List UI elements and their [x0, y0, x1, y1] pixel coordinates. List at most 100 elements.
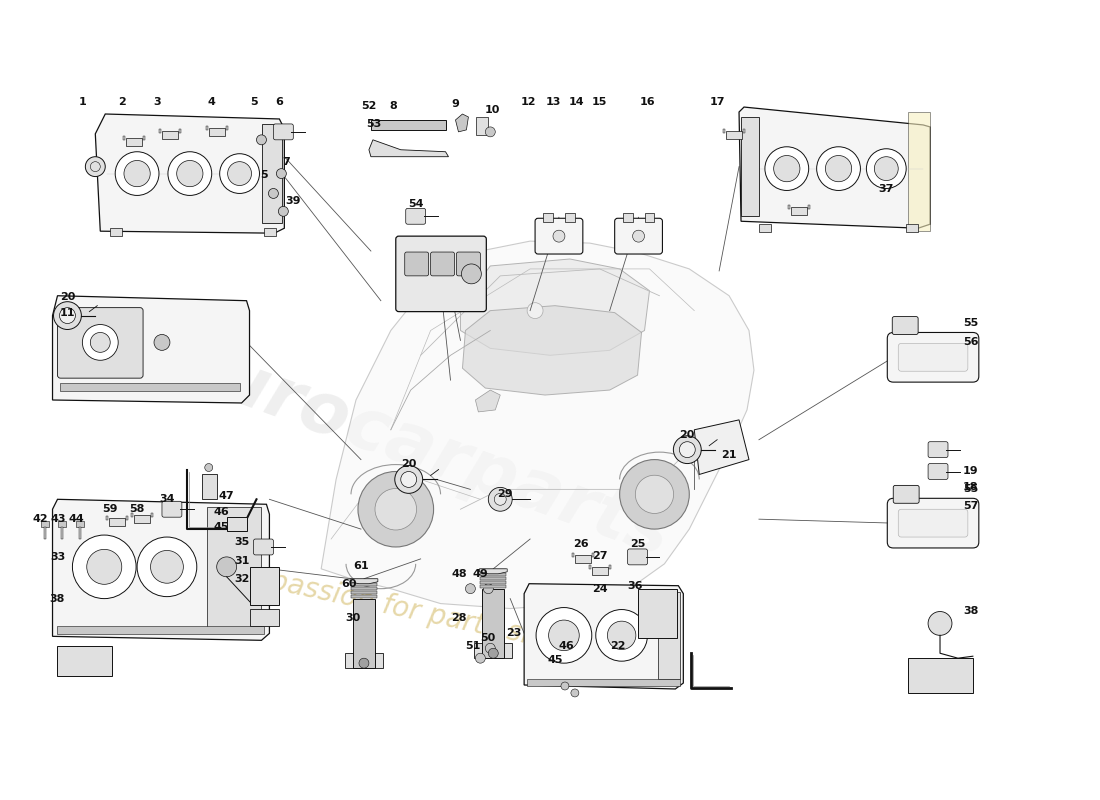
Circle shape [764, 146, 808, 190]
Bar [123, 136, 125, 140]
Text: 55: 55 [964, 484, 979, 494]
Bar [481, 577, 506, 580]
Text: 20: 20 [680, 430, 695, 440]
Text: 53: 53 [366, 119, 382, 129]
Text: 38: 38 [50, 594, 65, 604]
FancyBboxPatch shape [396, 236, 486, 312]
FancyBboxPatch shape [253, 539, 274, 555]
FancyBboxPatch shape [928, 463, 948, 479]
Circle shape [571, 689, 579, 697]
Text: 17: 17 [710, 97, 725, 107]
Circle shape [536, 607, 592, 663]
Polygon shape [368, 140, 449, 157]
Circle shape [87, 550, 122, 584]
Bar [107, 516, 108, 520]
Text: 50: 50 [480, 634, 495, 643]
Bar [788, 206, 790, 210]
Circle shape [138, 537, 197, 597]
Text: 19: 19 [964, 466, 979, 477]
Circle shape [561, 682, 569, 690]
Circle shape [86, 157, 106, 177]
Circle shape [619, 459, 690, 529]
Bar [250, 609, 279, 626]
Bar [351, 594, 377, 598]
Bar [160, 129, 161, 133]
Text: 15: 15 [592, 97, 607, 107]
Circle shape [773, 155, 800, 182]
Text: 35: 35 [234, 537, 250, 547]
Text: 31: 31 [234, 556, 250, 566]
Polygon shape [350, 578, 378, 584]
Text: 61: 61 [353, 561, 369, 571]
Text: 59: 59 [102, 504, 118, 514]
Text: 45: 45 [213, 522, 230, 532]
Circle shape [268, 189, 278, 198]
Bar [527, 679, 680, 686]
Text: 34: 34 [160, 494, 175, 504]
Text: 36: 36 [627, 581, 642, 590]
Circle shape [867, 149, 906, 189]
Circle shape [928, 611, 952, 635]
Polygon shape [739, 107, 931, 228]
Bar [44, 527, 45, 539]
Text: 11: 11 [59, 308, 75, 318]
Text: 10: 10 [485, 105, 501, 115]
Bar [742, 129, 745, 133]
Polygon shape [321, 241, 754, 609]
Circle shape [494, 494, 506, 506]
Bar [481, 573, 506, 576]
Bar [474, 643, 513, 658]
Bar [623, 214, 632, 222]
Circle shape [488, 648, 498, 658]
Bar [201, 474, 217, 499]
Bar [791, 207, 806, 215]
Text: 6: 6 [275, 97, 284, 107]
Text: 27: 27 [592, 551, 607, 561]
Circle shape [527, 302, 543, 318]
Text: 23: 23 [506, 628, 521, 638]
Bar [209, 128, 224, 136]
Bar [109, 518, 125, 526]
FancyBboxPatch shape [535, 218, 583, 254]
Text: eurocarparts: eurocarparts [162, 327, 680, 572]
Bar [179, 129, 180, 133]
Circle shape [465, 584, 475, 594]
Text: 55: 55 [964, 318, 979, 327]
Circle shape [124, 161, 151, 186]
FancyBboxPatch shape [888, 333, 979, 382]
Bar [906, 224, 918, 232]
FancyBboxPatch shape [406, 208, 426, 224]
Bar [476, 117, 488, 135]
Text: 14: 14 [569, 97, 585, 107]
Text: 25: 25 [630, 539, 646, 549]
Text: 38: 38 [964, 606, 979, 615]
Text: 52: 52 [361, 101, 376, 111]
Text: 58: 58 [130, 504, 145, 514]
Text: 32: 32 [234, 574, 250, 584]
FancyBboxPatch shape [162, 502, 182, 517]
Bar [345, 654, 383, 668]
FancyBboxPatch shape [615, 218, 662, 254]
Bar [565, 214, 575, 222]
Text: 12: 12 [520, 97, 536, 107]
Bar [126, 516, 128, 520]
Circle shape [874, 157, 899, 181]
Text: 18: 18 [964, 482, 979, 492]
Text: 48: 48 [452, 569, 468, 578]
Text: 33: 33 [50, 552, 65, 562]
Circle shape [400, 471, 417, 487]
Text: 21: 21 [722, 450, 737, 460]
FancyBboxPatch shape [456, 252, 481, 276]
Bar [126, 138, 142, 146]
Circle shape [116, 152, 160, 195]
Circle shape [168, 152, 211, 195]
Bar [726, 131, 742, 139]
Bar [110, 228, 122, 236]
Bar [741, 117, 759, 216]
Bar [608, 565, 611, 569]
Bar [131, 514, 133, 517]
Bar [79, 527, 81, 539]
Text: 5: 5 [250, 97, 257, 107]
Bar [351, 582, 377, 586]
Bar [227, 517, 246, 531]
